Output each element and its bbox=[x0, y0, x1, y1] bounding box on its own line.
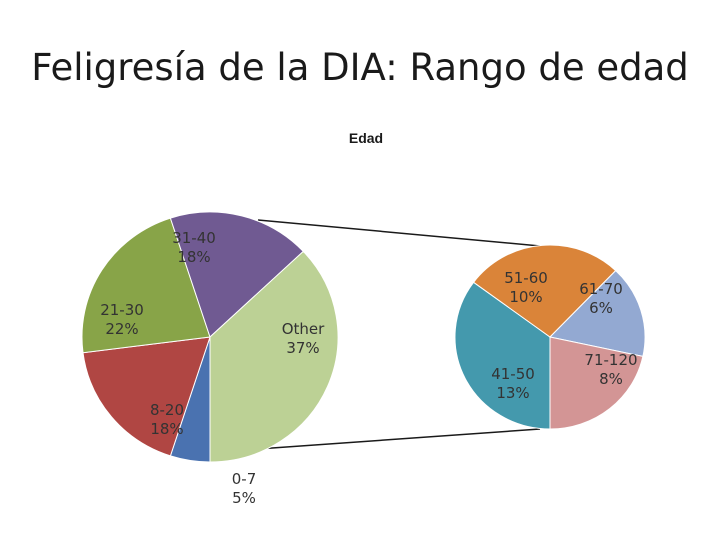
slide-title: Feligresía de la DIA: Rango de edad bbox=[31, 46, 689, 89]
connector-line-bottom bbox=[257, 428, 541, 450]
data-label-71-120: 71-120 8% bbox=[584, 351, 637, 388]
slice-71-120 bbox=[549, 336, 644, 430]
data-label-other: Other 37% bbox=[282, 320, 325, 357]
data-label-41-50: 41-50 13% bbox=[491, 365, 535, 402]
slice-other bbox=[209, 250, 339, 463]
chart-title: Edad bbox=[348, 130, 384, 146]
data-label-21-30: 21-30 22% bbox=[100, 301, 144, 338]
slice-61-70 bbox=[548, 269, 646, 357]
main-pie bbox=[81, 211, 339, 463]
slice-41-50 bbox=[454, 281, 551, 430]
slice-21-30 bbox=[81, 217, 211, 354]
secondary-pie bbox=[454, 244, 646, 430]
data-label-0-7: 0-7 5% bbox=[232, 470, 257, 507]
data-label-51-60: 51-60 10% bbox=[504, 269, 548, 306]
connector-line-top bbox=[257, 219, 541, 247]
slice-51-60 bbox=[472, 244, 617, 338]
slice-31-40 bbox=[169, 211, 305, 338]
data-label-61-70: 61-70 6% bbox=[579, 280, 623, 317]
data-label-31-40: 31-40 18% bbox=[172, 229, 216, 266]
slice-8-20 bbox=[82, 336, 211, 457]
data-label-8-20: 8-20 18% bbox=[150, 401, 184, 438]
